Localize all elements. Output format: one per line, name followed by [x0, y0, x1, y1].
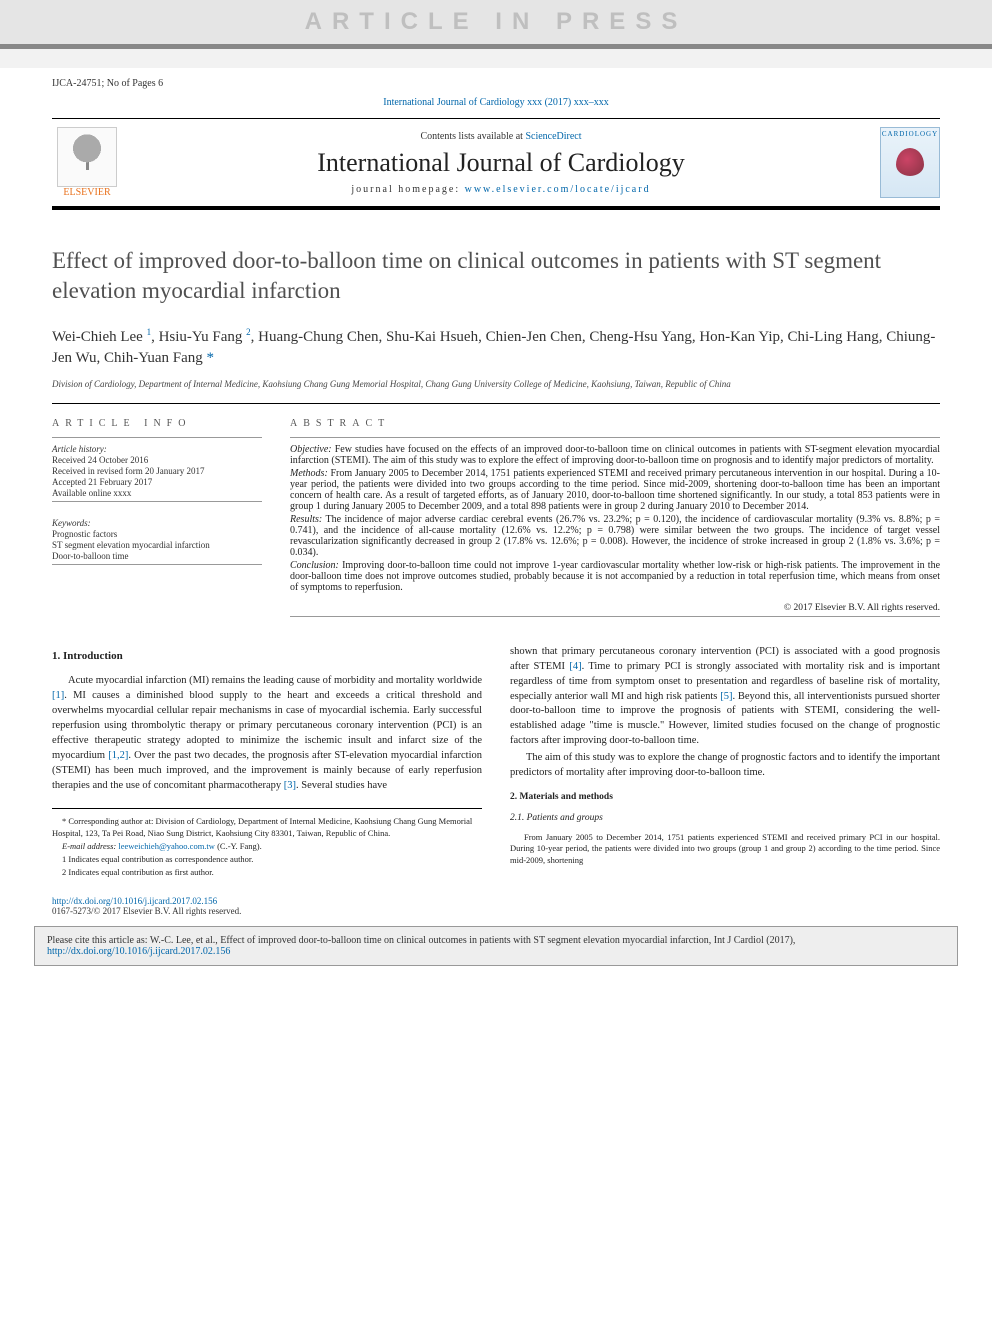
email-link[interactable]: leeweichieh@yahoo.com.tw	[118, 841, 215, 851]
footnote-2: 2 Indicates equal contribution as first …	[52, 866, 482, 878]
sciencedirect-link[interactable]: ScienceDirect	[525, 131, 581, 142]
abstract-methods: Methods: From January 2005 to December 2…	[290, 468, 940, 512]
homepage-prefix: journal homepage:	[351, 184, 464, 195]
affiliation: Division of Cardiology, Department of In…	[52, 379, 940, 389]
watermark-bar: ARTICLE IN PRESS	[0, 0, 992, 44]
article-title: Effect of improved door-to-balloon time …	[52, 246, 940, 306]
abstract-heading: ABSTRACT	[290, 418, 940, 429]
abstract-objective: Objective: Few studies have focused on t…	[290, 444, 940, 466]
journal-homepage-line: journal homepage: www.elsevier.com/locat…	[134, 184, 868, 195]
journal-cover-thumb: CARDIOLOGY	[880, 127, 940, 198]
section-heading-methods: 2. Materials and methods	[510, 791, 940, 804]
article-info-column: ARTICLE INFO Article history: Received 2…	[52, 418, 262, 623]
top-gray-row	[0, 44, 992, 68]
journal-name: International Journal of Cardiology	[134, 148, 868, 178]
abstract-column: ABSTRACT Objective: Few studies have foc…	[290, 418, 940, 623]
citation-doi-link[interactable]: http://dx.doi.org/10.1016/j.ijcard.2017.…	[47, 946, 230, 957]
cover-label: CARDIOLOGY	[882, 130, 938, 138]
contents-prefix: Contents lists available at	[420, 131, 525, 142]
issn-copyright: 0167-5273/© 2017 Elsevier B.V. All right…	[52, 906, 241, 916]
running-head: IJCA-24751; No of Pages 6	[52, 68, 940, 95]
doi-link[interactable]: http://dx.doi.org/10.1016/j.ijcard.2017.…	[52, 896, 217, 906]
keyword: ST segment elevation myocardial infarcti…	[52, 540, 262, 550]
citation-box: Please cite this article as: W.-C. Lee, …	[34, 926, 958, 966]
subsection-heading-patients: 2.1. Patients and groups	[510, 812, 940, 825]
keyword: Prognostic factors	[52, 529, 262, 539]
history-label: Article history:	[52, 444, 262, 454]
elsevier-logo: ELSEVIER	[52, 127, 122, 198]
footnote-corresponding: * Corresponding author at: Division of C…	[52, 815, 482, 839]
cover-heart-icon	[896, 148, 924, 176]
citation-link[interactable]: [1,2]	[108, 750, 128, 761]
history-online: Available online xxxx	[52, 488, 262, 498]
citation-text: Please cite this article as: W.-C. Lee, …	[47, 935, 795, 946]
keyword: Door-to-balloon time	[52, 551, 262, 561]
citation-link[interactable]: [5]	[720, 691, 732, 702]
masthead: ELSEVIER Contents lists available at Sci…	[52, 118, 940, 210]
section-heading-introduction: 1. Introduction	[52, 649, 482, 665]
intro-paragraph-cont: shown that primary percutaneous coronary…	[510, 645, 940, 749]
history-received: Received 24 October 2016	[52, 455, 262, 465]
footnote-1: 1 Indicates equal contribution as corres…	[52, 853, 482, 865]
citation-link[interactable]: [4]	[569, 661, 581, 672]
contents-available-line: Contents lists available at ScienceDirec…	[134, 131, 868, 142]
publisher-label: ELSEVIER	[63, 187, 110, 198]
abstract-results: Results: The incidence of major adverse …	[290, 514, 940, 558]
info-abstract-row: ARTICLE INFO Article history: Received 2…	[52, 403, 940, 623]
citation-link[interactable]: [3]	[284, 780, 296, 791]
footnotes-block: * Corresponding author at: Division of C…	[52, 808, 482, 878]
body-two-column: 1. Introduction Acute myocardial infarct…	[52, 645, 940, 878]
methods-paragraph: From January 2005 to December 2014, 1751…	[510, 832, 940, 866]
journal-link-line[interactable]: International Journal of Cardiology xxx …	[52, 95, 940, 118]
history-revised: Received in revised form 20 January 2017	[52, 466, 262, 476]
footnote-email: E-mail address: leeweichieh@yahoo.com.tw…	[52, 840, 482, 852]
abstract-copyright: © 2017 Elsevier B.V. All rights reserved…	[290, 603, 940, 613]
keywords-label: Keywords:	[52, 518, 262, 528]
abstract-conclusion: Conclusion: Improving door-to-balloon ti…	[290, 560, 940, 593]
citation-link[interactable]: [1]	[52, 690, 64, 701]
elsevier-tree-icon	[57, 127, 117, 187]
history-accepted: Accepted 21 February 2017	[52, 477, 262, 487]
journal-homepage-link[interactable]: www.elsevier.com/locate/ijcard	[465, 184, 651, 195]
doi-block: http://dx.doi.org/10.1016/j.ijcard.2017.…	[0, 896, 992, 916]
author-list: Wei-Chieh Lee 1, Hsiu-Yu Fang 2, Huang-C…	[52, 326, 940, 369]
intro-paragraph-2: The aim of this study was to explore the…	[510, 751, 940, 781]
article-info-heading: ARTICLE INFO	[52, 418, 262, 429]
intro-paragraph: Acute myocardial infarction (MI) remains…	[52, 674, 482, 793]
